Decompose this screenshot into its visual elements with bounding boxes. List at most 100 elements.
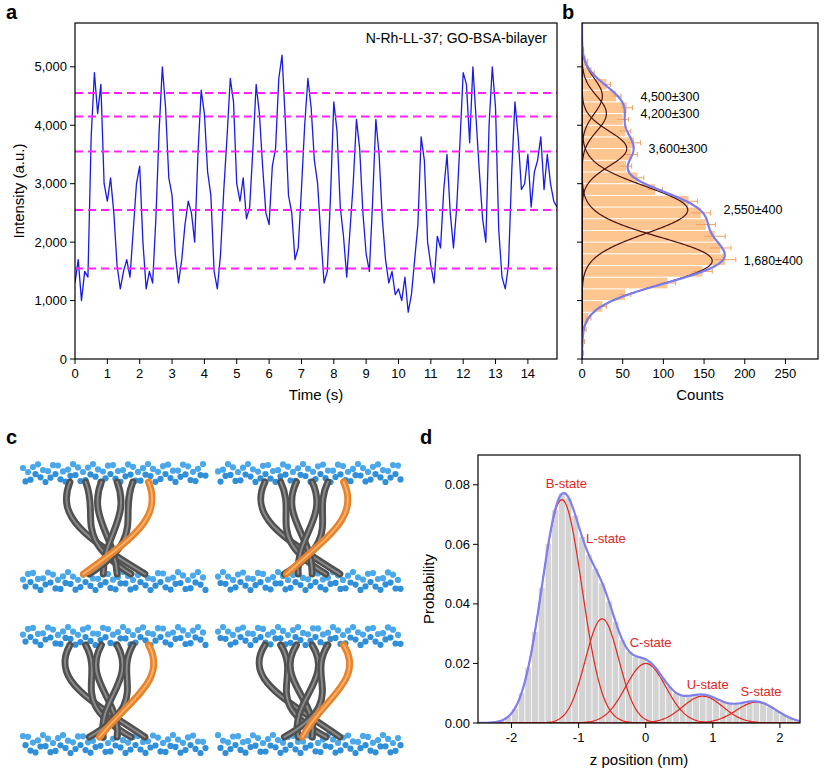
y-tick (70, 125, 75, 126)
x-tick (645, 723, 646, 728)
fit-curve (582, 23, 606, 359)
lipid-headgroup (342, 585, 348, 591)
lipid-headgroup (127, 747, 133, 753)
reference-line (75, 267, 557, 269)
histogram-bar (582, 91, 616, 102)
lipid-headgroup (337, 471, 343, 477)
lipid-headgroup (95, 576, 101, 582)
lipid-headgroup (370, 625, 376, 631)
lipid-headgroup (107, 748, 113, 754)
lipid-headgroup (375, 737, 381, 743)
y-tick-label: 0.04 (445, 596, 470, 611)
lipid-headgroup (302, 642, 308, 648)
lipid-headgroup (290, 469, 296, 475)
lipid-headgroup (255, 735, 261, 741)
y-tick (473, 603, 478, 604)
lipid-headgroup (237, 579, 243, 585)
lipid-headgroup (110, 462, 116, 468)
state-fit-curve (478, 500, 800, 723)
lipid-headgroup (97, 743, 103, 749)
lipid-headgroup (20, 465, 26, 471)
histogram-bar (699, 694, 706, 723)
lipid-headgroup (60, 573, 66, 579)
lipid-headgroup (315, 625, 321, 631)
lipid-headgroup (250, 576, 256, 582)
lipid-headgroup (170, 575, 176, 581)
y-tick (70, 300, 75, 301)
lipid-headgroup (270, 732, 276, 738)
lipid-headgroup (147, 587, 153, 593)
lipid-headgroup (140, 624, 146, 630)
lipid-headgroup (370, 570, 376, 576)
x-tick-label: 11 (424, 366, 438, 381)
y-tick-label: 0.06 (445, 537, 470, 552)
lipid-headgroup (80, 733, 86, 739)
lipid-headgroup (77, 742, 83, 748)
y-tick (473, 544, 478, 545)
lipid-headgroup (167, 587, 173, 593)
lipid-headgroup (260, 740, 266, 746)
x-tick-label: 0 (642, 730, 649, 745)
lipid-headgroup (200, 461, 206, 467)
fit-label: 3,600±300 (649, 142, 708, 156)
lipid-headgroup (332, 635, 338, 641)
lipid-headgroup (240, 624, 246, 630)
lipid-headgroup (87, 750, 93, 756)
lipid-headgroup (390, 627, 396, 633)
lipid-headgroup (297, 582, 303, 588)
lipid-headgroup (150, 631, 156, 637)
lipid-headgroup (392, 748, 398, 754)
helix-highlight (65, 645, 145, 737)
lipid-headgroup (92, 474, 98, 480)
lipid-headgroup (285, 464, 291, 470)
x-axis-title: z position (nm) (590, 751, 688, 768)
lipid-headgroup (225, 739, 231, 745)
lipid-headgroup (67, 750, 73, 756)
state-label: C-state (630, 635, 672, 650)
lipid-headgroup (25, 734, 31, 740)
md-snapshot (20, 624, 209, 756)
histogram-bar (706, 696, 713, 723)
x-tick-label: 7 (298, 366, 305, 381)
histogram-bar (582, 102, 627, 113)
lipid-headgroup (380, 575, 386, 581)
lipid-headgroup (27, 634, 33, 640)
lipid-headgroup (32, 749, 38, 755)
histogram-bar (599, 583, 606, 723)
lipid-headgroup (112, 586, 118, 592)
lipid-headgroup (242, 583, 248, 589)
lipid-headgroup (270, 574, 276, 580)
lipid-headgroup (275, 624, 281, 630)
y-tick-label: 3,000 (34, 176, 67, 191)
y-tick-label: 0.08 (445, 477, 470, 492)
lipid-headgroup (125, 628, 131, 634)
lipid-headgroup (70, 739, 76, 745)
lipid-headgroup (362, 583, 368, 589)
lipid-headgroup (145, 461, 151, 467)
lipid-headgroup (285, 632, 291, 638)
lipid-headgroup (252, 743, 258, 749)
histogram-bar (565, 498, 572, 723)
lipid-headgroup (102, 634, 108, 640)
reference-line (75, 115, 557, 117)
histogram-bar (639, 658, 646, 723)
lipid-headgroup (272, 744, 278, 750)
histogram-bar (582, 254, 725, 265)
lipid-headgroup (332, 580, 338, 586)
x-tick (366, 359, 367, 364)
y-tick-label: 1,000 (34, 293, 67, 308)
lipid-headgroup (20, 577, 26, 583)
y-tick-label: 5,000 (34, 59, 67, 74)
lipid-headgroup (340, 463, 346, 469)
lipid-headgroup (195, 569, 201, 575)
lipid-headgroup (160, 740, 166, 746)
lipid-headgroup (82, 579, 88, 585)
lipid-headgroup (187, 585, 193, 591)
lipid-headgroup (162, 471, 168, 477)
y-tick (473, 723, 478, 724)
lipid-headgroup (345, 573, 351, 579)
lipid-headgroup (125, 740, 131, 746)
lipid-headgroup (282, 747, 288, 753)
lipid-headgroup (167, 642, 173, 648)
lipid-headgroup (342, 742, 348, 748)
